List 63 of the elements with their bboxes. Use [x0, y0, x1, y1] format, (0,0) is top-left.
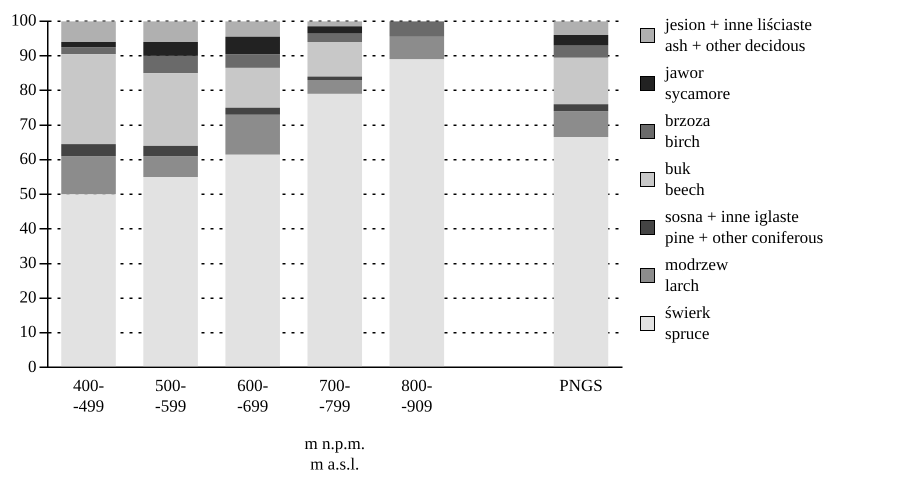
bar: [554, 137, 608, 367]
bar: [61, 42, 116, 48]
bar: [225, 21, 280, 37]
y-tick-label: 50: [20, 184, 36, 203]
y-tick-label: 90: [20, 45, 36, 64]
bar: [143, 176, 198, 367]
x-axis-title: m n.p.m. m a.s.l.: [304, 434, 365, 474]
y-tick-label: 30: [20, 253, 36, 272]
bar: [307, 42, 362, 77]
bar: [61, 21, 116, 42]
bar: [390, 36, 444, 60]
y-tick-label: 40: [20, 218, 36, 238]
bar: [554, 104, 608, 112]
bar: [225, 154, 280, 367]
bar: [61, 156, 116, 194]
bar: [307, 76, 362, 80]
y-tick-label: 100: [11, 10, 36, 30]
bar: [225, 108, 280, 115]
y-tick-label: 80: [20, 80, 36, 99]
bar: [143, 156, 198, 177]
x-tick-label: 600- -699: [237, 376, 269, 416]
x-tick-label: 700- -799: [319, 376, 351, 416]
bar: [143, 73, 198, 146]
x-tick-label: PNGS: [559, 376, 603, 396]
bar: [143, 21, 198, 42]
bar: [390, 59, 444, 367]
y-tick-label: 70: [20, 114, 36, 134]
legend-label: sosna + inne iglaste pine + other coniferous: [665, 206, 824, 248]
bar: [225, 114, 280, 154]
legend-label: jawor sycamore: [665, 62, 730, 104]
bar: [307, 21, 362, 26]
bar: [143, 56, 198, 74]
y-tick-label: 60: [20, 149, 36, 168]
bar: [554, 35, 608, 46]
y-tick-label: 20: [20, 288, 36, 307]
bar: [61, 144, 116, 156]
bar: [143, 42, 198, 56]
legend-label: modrzew larch: [665, 254, 728, 296]
legend-label: buk beech: [665, 158, 705, 200]
x-tick-label: 500- -599: [155, 376, 187, 416]
bar: [554, 58, 608, 104]
bar: [554, 45, 608, 58]
bar: [307, 94, 362, 367]
legend-label: świerk spruce: [665, 302, 710, 344]
bar: [61, 54, 116, 144]
legend-label: brzoza birch: [665, 110, 710, 152]
bar: [554, 21, 608, 36]
y-tick-label: 0: [28, 356, 36, 376]
y-tick-label: 10: [20, 322, 36, 342]
bar: [307, 80, 362, 94]
bar: [225, 36, 280, 54]
bar: [225, 54, 280, 68]
bar: [307, 33, 362, 42]
bar: [61, 47, 116, 54]
bar: [390, 21, 444, 37]
bar: [143, 146, 198, 156]
x-tick-label: 800- -909: [401, 376, 433, 416]
x-tick-label: 400- -499: [72, 376, 104, 416]
legend-label: jesion + inne liściaste ash + other decidous: [665, 14, 812, 56]
bar: [554, 111, 608, 138]
bar: [61, 194, 116, 367]
bar: [307, 26, 362, 34]
bar: [225, 68, 280, 108]
